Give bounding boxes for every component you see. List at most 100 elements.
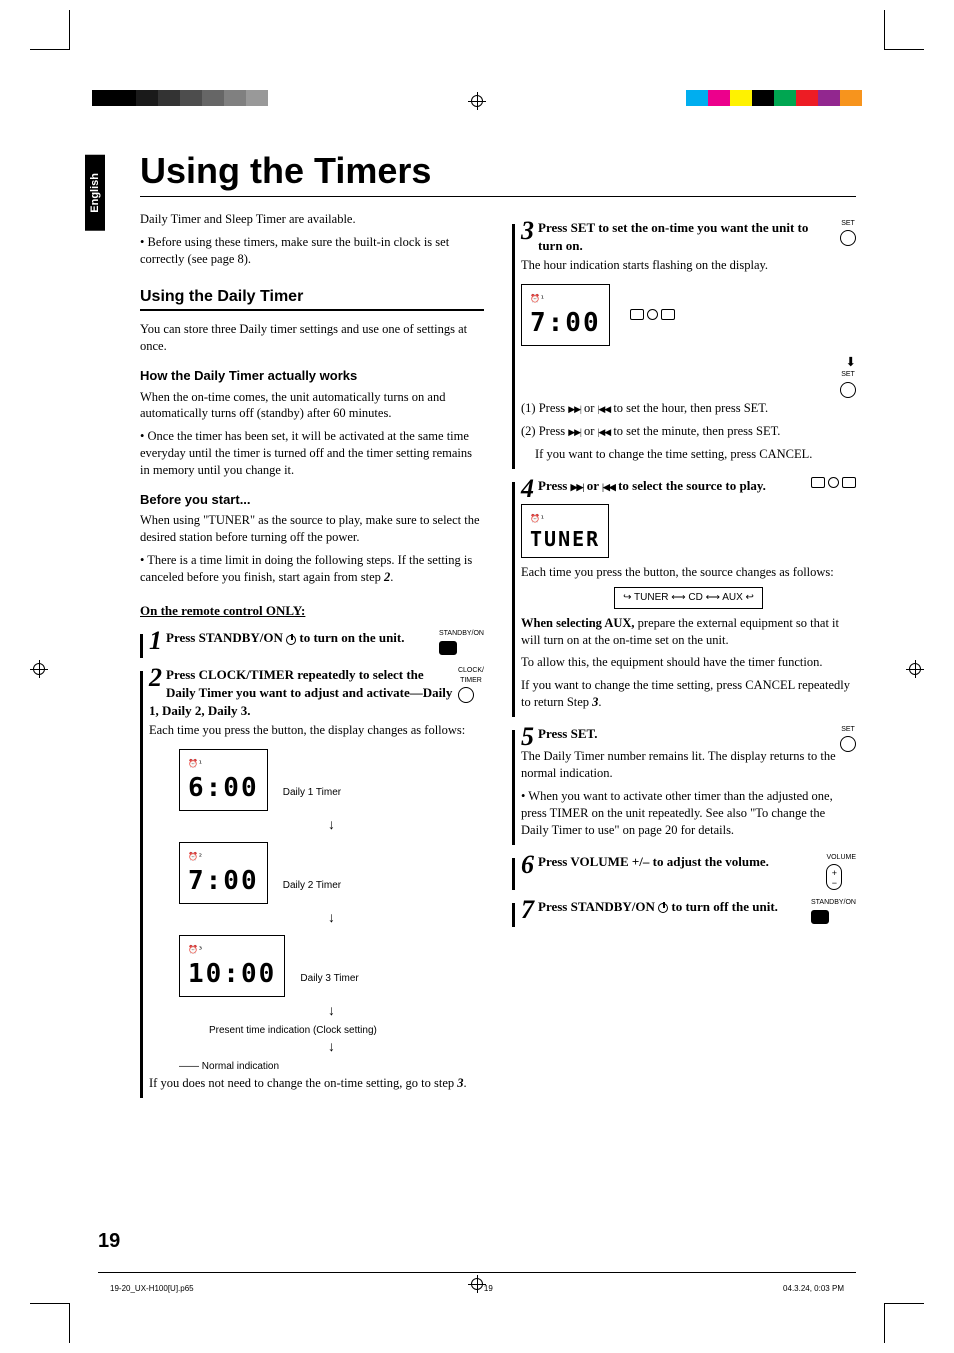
lcd-daily3: ⏰³10:00	[179, 935, 285, 997]
t: When selecting AUX,	[521, 616, 635, 630]
skip-buttons-icon	[630, 309, 675, 320]
step4-text: Each time you press the button, the sour…	[521, 564, 856, 581]
skip-back-icon	[598, 424, 611, 438]
step-5: SET 5 Press SET. The Daily Timer number …	[512, 725, 856, 845]
t: .	[464, 1076, 467, 1090]
btn-label: SET	[841, 371, 855, 378]
step-1: STANDBY/ON 1 Press STANDBY/ON to turn on…	[140, 629, 484, 658]
volume-button-icon: VOLUME + −	[826, 853, 856, 890]
t: or	[581, 424, 598, 438]
arrow-down-icon: ↓	[179, 910, 484, 929]
normal-label: —— Normal indication	[179, 1060, 484, 1074]
set-button-icon: SET	[840, 219, 856, 246]
step-bar	[512, 224, 515, 469]
t: Press STANDBY/ON	[166, 630, 286, 645]
lcd-value: 10:00	[188, 959, 276, 989]
standby-button-icon: STANDBY/ON	[439, 629, 484, 654]
step-6: VOLUME + − 6 Press VOLUME +/– to adjust …	[512, 853, 856, 890]
footer-pg: 19	[484, 1284, 493, 1293]
btn-label: STANDBY/ON	[811, 899, 856, 906]
source-flow-diagram: ↪ TUNER ⟷ CD ⟷ AUX ↩	[614, 587, 763, 609]
step-title: Press CLOCK/TIMER repeatedly to select t…	[149, 667, 452, 718]
footer-date: 04.3.24, 0:03 PM	[783, 1284, 844, 1293]
aux-p3: If you want to change the time setting, …	[521, 677, 856, 711]
section-rule	[140, 309, 484, 311]
skip-forward-icon	[568, 424, 581, 438]
intro-text: Daily Timer and Sleep Timer are availabl…	[140, 211, 484, 228]
footer-rule	[98, 1272, 856, 1273]
step-text: Each time you press the button, the disp…	[149, 722, 484, 739]
step-bar	[140, 671, 143, 1098]
lcd-value: 7:00	[188, 866, 259, 896]
power-icon	[286, 635, 296, 645]
lcd-label: Daily 1 Timer	[283, 786, 341, 800]
step-number: 4	[521, 477, 534, 500]
t: AUX	[722, 592, 743, 603]
left-column: Daily Timer and Sleep Timer are availabl…	[140, 211, 484, 1098]
t: If you does not need to change the on-ti…	[149, 1076, 457, 1090]
lcd-daily2: ⏰²7:00	[179, 842, 268, 904]
step-title: Press SET to set the on-time you want th…	[538, 220, 808, 253]
title-rule	[140, 196, 856, 197]
skip-forward-icon	[571, 478, 584, 493]
t: to set the minute, then press SET.	[610, 424, 780, 438]
t: CD	[688, 592, 702, 603]
aux-p2: To allow this, the equipment should have…	[521, 654, 856, 671]
step-number: 3	[521, 219, 534, 242]
btn-label: VOLUME	[826, 854, 856, 861]
skip-forward-icon	[568, 401, 581, 415]
t: to turn on the unit.	[296, 630, 404, 645]
step-title: Press VOLUME +/– to adjust the volume.	[538, 854, 769, 869]
t: .	[598, 695, 601, 709]
set-button-icon: SET	[840, 370, 856, 397]
lcd-value: 6:00	[188, 773, 259, 803]
arrow-down-icon: ↓	[179, 1003, 484, 1022]
step-title: Press STANDBY/ON to turn off the unit.	[538, 899, 778, 914]
step2-note: If you does not need to change the on-ti…	[149, 1075, 484, 1092]
lcd-label: Daily 2 Timer	[283, 879, 341, 893]
skip-back-icon	[602, 478, 615, 493]
lcd-label: Daily 3 Timer	[300, 972, 358, 986]
language-tab: English	[85, 155, 105, 231]
before-p2-a: • There is a time limit in doing the fol…	[140, 553, 472, 584]
step-title: Press SET.	[538, 726, 597, 741]
lcd-ontime: ⏰¹7:00	[521, 284, 610, 346]
lcd-value: 7:00	[530, 308, 601, 338]
arrow-down-icon: ↓	[179, 1039, 484, 1058]
t: to turn off the unit.	[668, 899, 778, 914]
step-bar	[512, 730, 515, 845]
step-number: 5	[521, 725, 534, 748]
lcd-source: ⏰¹TUNER	[521, 504, 609, 558]
lcd-daily1: ⏰¹6:00	[179, 749, 268, 811]
step-bar	[512, 903, 515, 927]
skip-buttons-icon	[811, 477, 856, 488]
intro-bullet: • Before using these timers, make sure t…	[140, 234, 484, 268]
footer: 19-20_UX-H100[U].p65 19 04.3.24, 0:03 PM	[110, 1284, 844, 1293]
page-number: 19	[98, 1230, 120, 1253]
before-p2: • There is a time limit in doing the fol…	[140, 552, 484, 586]
standby-button-icon: STANDBY/ON	[811, 898, 856, 923]
cancel-note: If you want to change the time setting, …	[535, 446, 856, 463]
section-heading: Using the Daily Timer	[140, 286, 484, 308]
clock-timer-button-icon: CLOCK/ TIMER	[458, 666, 484, 703]
t: or	[583, 478, 602, 493]
t: Press	[538, 478, 571, 493]
aux-note: When selecting AUX, prepare the external…	[521, 615, 856, 649]
sub2: (2) Press or to set the minute, then pre…	[521, 423, 856, 440]
t: Press STANDBY/ON	[538, 899, 658, 914]
step-number: 6	[521, 853, 534, 876]
step-4: 4 Press or to select the source to play.…	[512, 477, 856, 718]
btn-label: SET	[841, 220, 855, 227]
t: (1) Press	[521, 401, 568, 415]
step-7: STANDBY/ON 7 Press STANDBY/ON to turn of…	[512, 898, 856, 927]
daily-intro: You can store three Daily timer settings…	[140, 321, 484, 355]
before-p2-tail: .	[390, 570, 393, 584]
t: TUNER	[634, 592, 668, 603]
t: If you want to change the time setting, …	[521, 678, 850, 709]
step5-p1: The Daily Timer number remains lit. The …	[521, 748, 856, 782]
step-bar	[140, 634, 143, 658]
step-bar	[512, 858, 515, 890]
step-number: 7	[521, 898, 534, 921]
subheading-before: Before you start...	[140, 491, 484, 509]
before-p1: When using "TUNER" as the source to play…	[140, 512, 484, 546]
